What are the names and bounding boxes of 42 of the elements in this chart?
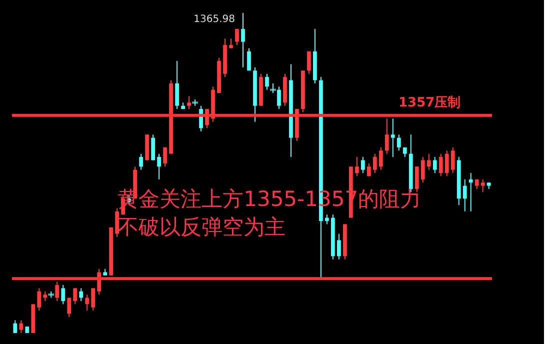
candlestick (247, 48, 251, 72)
candlestick (55, 281, 60, 302)
candlestick (438, 153, 443, 177)
candlestick (336, 233, 341, 260)
candlestick (420, 156, 425, 184)
ref-line-label: 1357压制 (398, 95, 461, 110)
candlestick (139, 153, 144, 170)
candlestick (444, 150, 449, 177)
candlestick (67, 297, 72, 318)
candlestick (390, 118, 395, 158)
candlestick (187, 96, 191, 110)
candlestick (241, 12, 245, 68)
candlestick (366, 162, 371, 177)
candlestick (85, 294, 90, 312)
candlestick (480, 178, 485, 193)
candlestick (37, 288, 42, 312)
candlestick (325, 214, 329, 225)
candlestick (19, 320, 24, 334)
candlestick (13, 320, 18, 334)
candlestick (462, 178, 467, 212)
candlestick (91, 288, 96, 312)
candlestick (175, 60, 179, 110)
annotation: 1365.98 (194, 14, 236, 25)
candlestick (79, 288, 84, 302)
candlestick (396, 134, 401, 152)
candlestick (378, 146, 383, 170)
candlestick (468, 172, 473, 212)
candlestick (432, 156, 437, 174)
candlestick (354, 156, 359, 177)
candlestick (235, 28, 239, 46)
candlestick (43, 290, 48, 302)
candlestick (151, 134, 156, 161)
candlestick (73, 288, 78, 305)
candlestick (360, 156, 365, 174)
candlestick (372, 153, 377, 174)
candlestick (163, 146, 168, 168)
candlestick (450, 146, 455, 174)
candlestick (307, 50, 311, 74)
candlestick (157, 153, 162, 180)
candlestick (426, 153, 431, 170)
candlestick (265, 73, 269, 90)
candlestick (61, 284, 66, 305)
